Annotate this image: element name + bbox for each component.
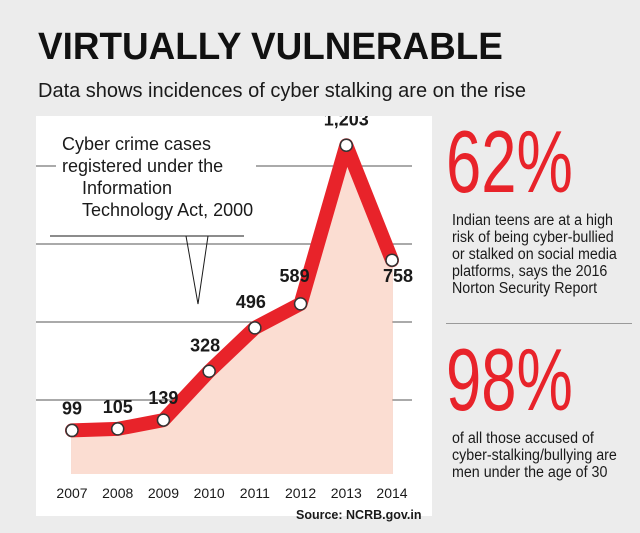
data-label: 139	[148, 388, 178, 408]
data-label: 589	[280, 266, 310, 286]
x-tick-label: 2010	[194, 485, 225, 501]
data-point	[293, 297, 308, 311]
stat-text-1: Indian teens are at a high risk of being…	[452, 212, 617, 297]
annotation-text: Information	[82, 178, 172, 198]
data-point	[156, 413, 171, 427]
data-label: 758	[383, 266, 413, 286]
x-tick-label: 2012	[285, 485, 316, 501]
data-label: 1,203	[324, 116, 369, 129]
data-label: 496	[236, 292, 266, 312]
stat-value-2: 98%	[446, 330, 573, 429]
x-tick-label: 2007	[56, 485, 87, 501]
stat-value-1: 62%	[446, 112, 573, 211]
page-subtitle: Data shows incidences of cyber stalking …	[38, 80, 527, 102]
data-point	[202, 364, 216, 379]
stats-panel	[432, 116, 640, 533]
x-tick-label: 2014	[376, 485, 407, 501]
data-point	[248, 321, 262, 335]
stat-text-2: of all those accused of cyber-stalking/b…	[452, 430, 617, 481]
annotation-bg	[56, 130, 256, 230]
data-label: 99	[62, 398, 82, 418]
source-note: Source: NCRB.gov.in	[296, 508, 422, 522]
series-line	[65, 138, 399, 438]
data-point	[65, 423, 79, 438]
chart-panel: 99 105 139 328 496 589 1,203 758 2007 2008 2009 20…	[36, 109, 432, 516]
x-tick-label: 2008	[102, 485, 133, 501]
data-point	[339, 138, 354, 153]
data-point	[110, 422, 125, 436]
data-point	[385, 253, 399, 267]
x-tick-label: 2013	[331, 485, 362, 501]
annotation-pointer	[185, 235, 209, 305]
line-chart: 99 105 139 328 496 589 1,203 758 2007 2008 2009 20…	[36, 109, 413, 501]
x-tick-label: 2011	[240, 485, 270, 501]
page-title: VIRTUALLY VULNERABLE	[38, 26, 503, 68]
stats-divider	[446, 323, 632, 324]
data-label: 105	[103, 397, 133, 417]
annotation-text: Cyber crime cases	[62, 134, 211, 154]
x-tick-label: 2009	[148, 485, 179, 501]
annotation-text: registered under the	[62, 156, 223, 176]
data-label: 328	[190, 335, 220, 355]
area-fill	[72, 145, 392, 474]
annotation-text: Technology Act, 2000	[82, 200, 253, 220]
